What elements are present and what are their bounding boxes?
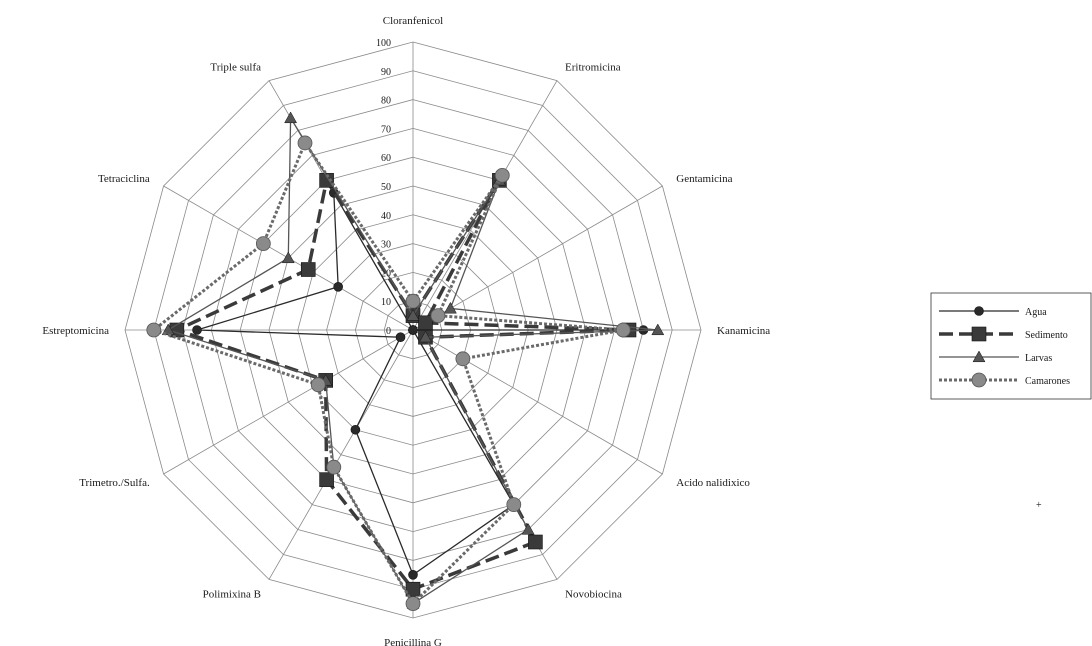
radial-tick-labels: 0 10 20 30 40 50 60 70 80 90 100 [376,38,391,337]
series-agua [192,188,649,580]
data-point [319,173,334,188]
data-point [971,372,987,388]
category-label: Gentamicina [676,173,732,185]
tick-label: 80 [381,96,391,107]
data-point [405,596,421,611]
tick-label: 20 [381,268,391,279]
data-point [506,497,522,512]
data-point [419,330,432,343]
data-point [333,281,343,292]
data-point [192,325,202,335]
legend-item: Larvas [939,350,1052,364]
category-label: Eritromicina [565,62,621,74]
category-labels: Cloranfenicol Eritromicina Gentamicina Kana… [42,15,770,646]
data-point [408,325,418,335]
data-point [297,135,313,151]
tick-label: 0 [386,326,391,337]
data-point [319,472,334,487]
axis-spoke [268,329,414,580]
data-point [281,251,295,264]
tick-label: 10 [381,297,391,308]
data-point [651,323,665,336]
legend-label: Agua [1025,307,1047,318]
tick-label: 40 [381,211,391,222]
data-point [521,523,535,535]
tick-label: 70 [381,124,391,135]
data-point [255,236,271,252]
stray-mark: + [1036,500,1042,511]
category-label: Kanamicina [717,325,770,337]
tick-label: 90 [381,67,391,78]
legend-item: Camarones [939,372,1070,388]
data-point [146,322,162,338]
data-point [350,424,361,435]
data-point [430,308,446,324]
data-point [395,332,406,343]
category-label: Trimetro./Sulfa. [79,477,150,489]
tick-label: 30 [381,240,391,251]
data-point [494,167,510,183]
series-camarones [146,135,631,611]
category-label: Tetraciclina [98,173,150,185]
data-point [418,315,433,331]
category-label: Triple sulfa [210,62,261,74]
tick-label: 50 [381,182,391,193]
legend-item: Agua [939,306,1047,318]
legend-label: Camarones [1025,376,1070,387]
category-label: Polimixina B [203,588,261,600]
axis-spoke [163,329,414,475]
category-label: Estreptomicina [42,325,109,337]
axis-spoke [412,329,663,475]
data-point [284,111,298,124]
category-label: Novobiocina [565,588,622,600]
legend-label: Larvas [1025,353,1052,364]
tick-label: 60 [381,153,391,164]
legend: Agua Sedimento Larvas Camarones [930,292,1092,400]
data-point [615,322,631,338]
data-point [528,534,543,550]
tick-label: 100 [376,38,391,49]
data-point [408,569,418,580]
data-point [974,306,984,316]
series-layer [146,111,665,611]
data-point [405,293,421,309]
data-point [972,350,986,363]
data-point [455,351,471,367]
data-point [443,301,457,314]
legend-label: Sedimento [1025,330,1068,341]
category-label: Acido nalidixico [676,477,750,489]
legend-item: Sedimento [939,326,1068,342]
category-label: Penicillina G [384,637,442,646]
axis-spoke [412,185,663,331]
data-point [971,326,987,342]
data-point [300,262,316,277]
data-point [406,309,420,321]
data-point [326,459,342,475]
data-point [310,377,326,393]
category-label: Cloranfenicol [383,15,443,27]
